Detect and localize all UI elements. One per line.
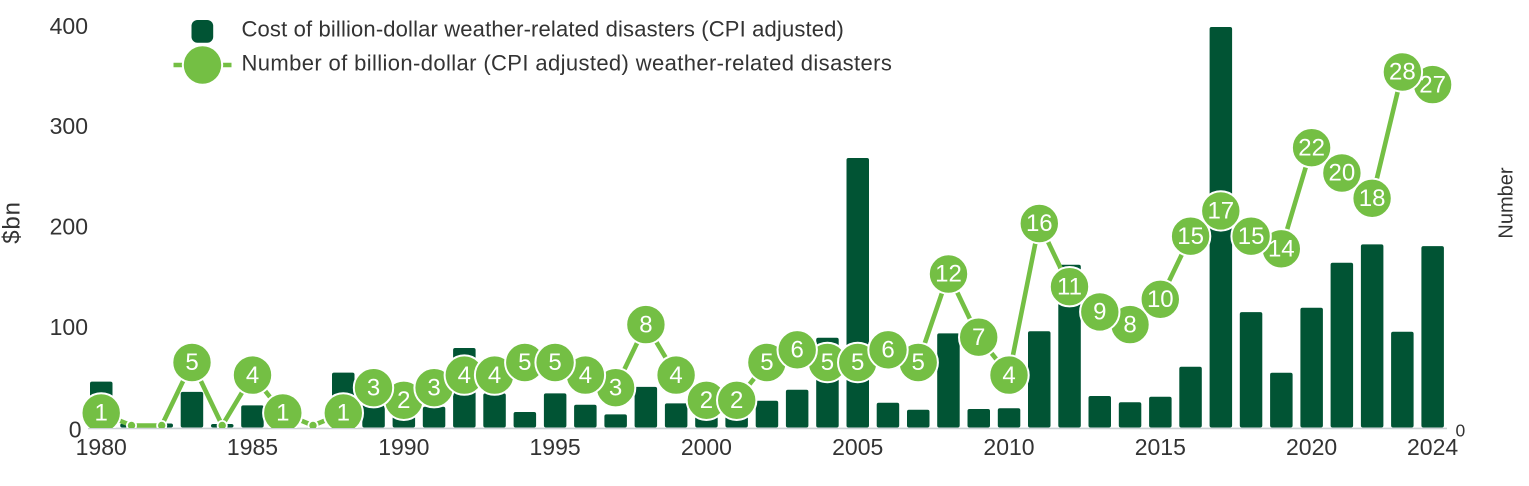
svg-text:2010: 2010	[983, 434, 1034, 460]
svg-text:1995: 1995	[530, 434, 581, 460]
svg-text:22: 22	[1298, 134, 1325, 161]
svg-text:5: 5	[760, 349, 773, 376]
svg-text:28: 28	[1389, 59, 1416, 86]
svg-text:4: 4	[579, 362, 592, 389]
svg-text:5: 5	[185, 349, 198, 376]
svg-text:2005: 2005	[832, 434, 883, 460]
svg-text:3: 3	[367, 374, 380, 401]
svg-text:400: 400	[50, 13, 88, 39]
svg-text:Number of billion-dollar (CPI: Number of billion-dollar (CPI adjusted) …	[242, 51, 893, 76]
svg-text:200: 200	[50, 214, 88, 240]
svg-text:10: 10	[1147, 286, 1174, 313]
svg-text:4: 4	[1002, 362, 1015, 389]
svg-text:Cost of billion-dollar weather: Cost of billion-dollar weather-related d…	[242, 17, 845, 42]
svg-text:5: 5	[851, 349, 864, 376]
svg-text:2000: 2000	[681, 434, 732, 460]
svg-text:2020: 2020	[1286, 434, 1337, 460]
svg-text:2024: 2024	[1407, 434, 1458, 460]
svg-text:0: 0	[69, 416, 82, 442]
svg-text:4: 4	[669, 362, 682, 389]
svg-text:5: 5	[912, 349, 925, 376]
svg-text:9: 9	[1093, 299, 1106, 326]
svg-text:17: 17	[1207, 198, 1234, 225]
svg-text:15: 15	[1238, 223, 1265, 250]
svg-text:4: 4	[458, 362, 471, 389]
svg-text:$bn: $bn	[0, 201, 26, 243]
svg-text:300: 300	[50, 113, 88, 139]
svg-text:2015: 2015	[1135, 434, 1186, 460]
svg-text:4: 4	[246, 362, 259, 389]
svg-text:14: 14	[1268, 236, 1295, 263]
svg-text:6: 6	[881, 337, 894, 364]
svg-text:2: 2	[700, 387, 713, 414]
svg-text:20: 20	[1329, 160, 1356, 187]
svg-text:7: 7	[972, 324, 985, 351]
svg-text:5: 5	[548, 349, 561, 376]
svg-text:3: 3	[609, 374, 622, 401]
svg-text:12: 12	[935, 261, 962, 288]
svg-text:1990: 1990	[378, 434, 429, 460]
svg-text:1985: 1985	[227, 434, 278, 460]
svg-text:5: 5	[821, 349, 834, 376]
svg-text:5: 5	[518, 349, 531, 376]
svg-text:16: 16	[1026, 210, 1053, 237]
svg-text:0: 0	[1456, 421, 1466, 441]
svg-text:1980: 1980	[76, 434, 127, 460]
svg-text:1: 1	[337, 400, 350, 427]
svg-text:100: 100	[50, 314, 88, 340]
svg-text:11: 11	[1057, 273, 1082, 300]
svg-text:18: 18	[1359, 185, 1386, 212]
svg-text:3: 3	[427, 374, 440, 401]
svg-text:2: 2	[397, 387, 410, 414]
svg-text:1: 1	[276, 400, 289, 427]
svg-text:1: 1	[95, 400, 108, 427]
svg-text:15: 15	[1177, 223, 1204, 250]
svg-text:Number: Number	[1496, 167, 1518, 238]
svg-text:8: 8	[1123, 311, 1136, 338]
svg-text:27: 27	[1419, 71, 1446, 98]
svg-text:8: 8	[639, 311, 652, 338]
svg-text:4: 4	[488, 362, 501, 389]
svg-text:6: 6	[791, 337, 804, 364]
svg-text:2: 2	[730, 387, 743, 414]
